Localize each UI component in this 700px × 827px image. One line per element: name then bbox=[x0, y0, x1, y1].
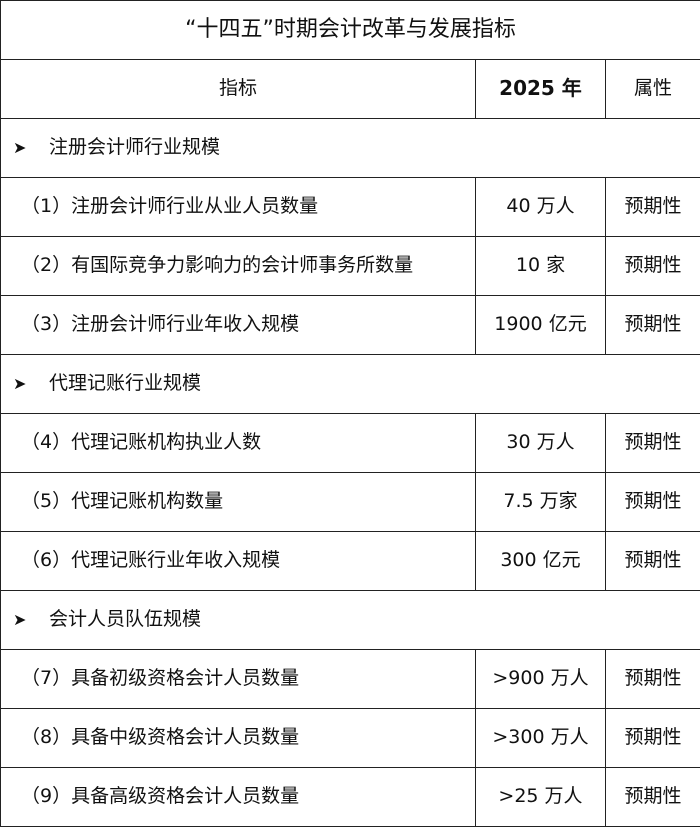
title-row: “十四五”时期会计改革与发展指标 bbox=[1, 1, 700, 60]
indicator-value: 30 万人 bbox=[476, 414, 606, 473]
table-row: （5）代理记账机构数量 7.5 万家 预期性 bbox=[1, 473, 700, 532]
table-row: （8）具备中级资格会计人员数量 >300 万人 预期性 bbox=[1, 709, 700, 768]
indicator-name: （7）具备初级资格会计人员数量 bbox=[1, 650, 476, 709]
arrowhead-bullet-icon: ➤ bbox=[13, 138, 49, 157]
indicator-value: 1900 亿元 bbox=[476, 296, 606, 355]
section-heading: ➤注册会计师行业规模 bbox=[1, 119, 700, 178]
section-label: 会计人员队伍规模 bbox=[49, 608, 201, 630]
indicator-name: （1）注册会计师行业从业人员数量 bbox=[1, 178, 476, 237]
section-label: 注册会计师行业规模 bbox=[49, 136, 220, 158]
indicator-value: >900 万人 bbox=[476, 650, 606, 709]
indicator-value: 10 家 bbox=[476, 237, 606, 296]
section-row: ➤会计人员队伍规模 bbox=[1, 591, 700, 650]
indicator-attribute: 预期性 bbox=[606, 414, 700, 473]
indicator-value: 7.5 万家 bbox=[476, 473, 606, 532]
arrowhead-bullet-icon: ➤ bbox=[13, 610, 49, 629]
indicator-name: （4）代理记账机构执业人数 bbox=[1, 414, 476, 473]
indicator-attribute: 预期性 bbox=[606, 237, 700, 296]
table-row: （1）注册会计师行业从业人员数量 40 万人 预期性 bbox=[1, 178, 700, 237]
indicator-attribute: 预期性 bbox=[606, 178, 700, 237]
table-title: “十四五”时期会计改革与发展指标 bbox=[1, 1, 700, 60]
table-row: （7）具备初级资格会计人员数量 >900 万人 预期性 bbox=[1, 650, 700, 709]
indicator-value: >25 万人 bbox=[476, 768, 606, 827]
indicator-attribute: 预期性 bbox=[606, 532, 700, 591]
indicator-attribute: 预期性 bbox=[606, 768, 700, 827]
indicator-value: >300 万人 bbox=[476, 709, 606, 768]
indicator-attribute: 预期性 bbox=[606, 709, 700, 768]
indicator-attribute: 预期性 bbox=[606, 296, 700, 355]
header-attribute: 属性 bbox=[606, 60, 700, 119]
indicator-name: （5）代理记账机构数量 bbox=[1, 473, 476, 532]
indicator-name: （8）具备中级资格会计人员数量 bbox=[1, 709, 476, 768]
table-row: （3）注册会计师行业年收入规模 1900 亿元 预期性 bbox=[1, 296, 700, 355]
indicator-name: （3）注册会计师行业年收入规模 bbox=[1, 296, 476, 355]
header-row: 指标 2025 年 属性 bbox=[1, 60, 700, 119]
arrowhead-bullet-icon: ➤ bbox=[13, 374, 49, 393]
section-heading: ➤代理记账行业规模 bbox=[1, 355, 700, 414]
section-label: 代理记账行业规模 bbox=[49, 372, 201, 394]
indicator-value: 40 万人 bbox=[476, 178, 606, 237]
indicator-name: （9）具备高级资格会计人员数量 bbox=[1, 768, 476, 827]
header-year: 2025 年 bbox=[476, 60, 606, 119]
section-heading: ➤会计人员队伍规模 bbox=[1, 591, 700, 650]
table-row: （6）代理记账行业年收入规模 300 亿元 预期性 bbox=[1, 532, 700, 591]
indicator-attribute: 预期性 bbox=[606, 650, 700, 709]
indicator-name: （2）有国际竞争力影响力的会计师事务所数量 bbox=[1, 237, 476, 296]
indicator-name: （6）代理记账行业年收入规模 bbox=[1, 532, 476, 591]
indicator-value: 300 亿元 bbox=[476, 532, 606, 591]
table-row: （2）有国际竞争力影响力的会计师事务所数量 10 家 预期性 bbox=[1, 237, 700, 296]
header-indicator: 指标 bbox=[1, 60, 476, 119]
section-row: ➤代理记账行业规模 bbox=[1, 355, 700, 414]
section-row: ➤注册会计师行业规模 bbox=[1, 119, 700, 178]
table-row: （4）代理记账机构执业人数 30 万人 预期性 bbox=[1, 414, 700, 473]
table-row: （9）具备高级资格会计人员数量 >25 万人 预期性 bbox=[1, 768, 700, 827]
indicator-attribute: 预期性 bbox=[606, 473, 700, 532]
